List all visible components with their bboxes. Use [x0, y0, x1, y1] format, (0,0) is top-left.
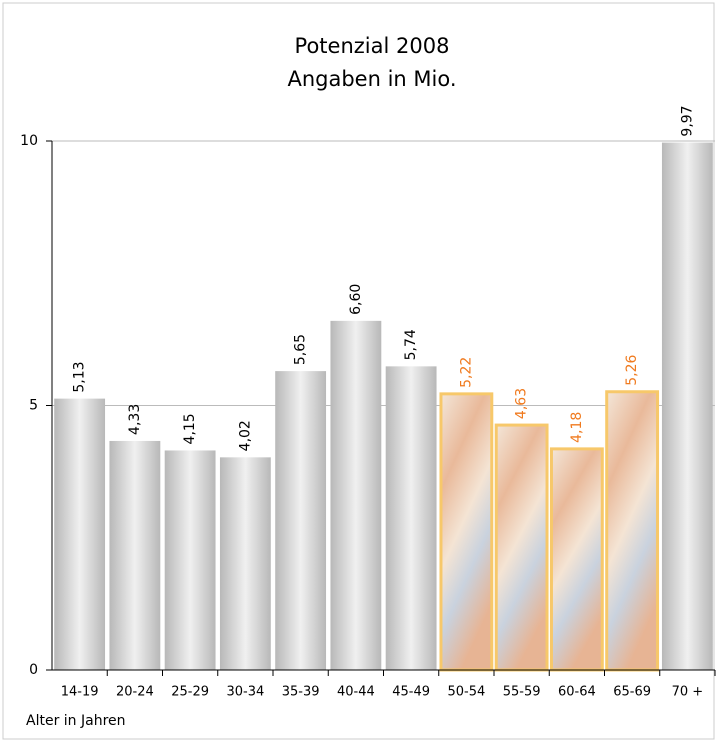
x-tick-label: 25-29: [171, 685, 209, 700]
value-label: 9,97: [679, 105, 695, 136]
x-tick-label: 55-59: [503, 685, 541, 700]
bar: [54, 399, 105, 670]
y-tick-label: 5: [29, 398, 38, 414]
bar: [441, 394, 492, 670]
x-tick-label: 40-44: [337, 685, 375, 700]
x-tick-label: 70 +: [672, 685, 704, 700]
value-label: 4,18: [569, 412, 585, 443]
value-label: 5,65: [293, 334, 309, 365]
value-label: 4,63: [514, 388, 530, 419]
x-tick-label: 14-19: [61, 685, 99, 700]
x-tick-label: 60-64: [558, 685, 596, 700]
bar: [220, 457, 271, 670]
value-label: 5,13: [72, 361, 88, 392]
x-tick-label: 45-49: [392, 685, 430, 700]
bar: [109, 441, 160, 670]
value-label: 5,26: [624, 354, 640, 385]
bar: [496, 425, 547, 670]
x-tick-label: 50-54: [447, 685, 485, 700]
chart: Potenzial 2008 Angaben in Mio. Alter in …: [0, 0, 717, 742]
x-tick-label: 35-39: [282, 685, 320, 700]
x-tick-label: 65-69: [613, 685, 651, 700]
chart-subtitle: Angaben in Mio.: [287, 67, 456, 91]
bar: [275, 371, 326, 670]
x-axis-label: Alter in Jahren: [26, 713, 126, 729]
y-tick-label: 0: [29, 662, 38, 678]
chart-title: Potenzial 2008: [295, 34, 450, 58]
value-label: 6,60: [348, 284, 364, 315]
value-label: 4,15: [182, 413, 198, 444]
x-tick-label: 30-34: [226, 685, 264, 700]
bar: [662, 143, 713, 670]
bar: [607, 392, 658, 670]
bar: [165, 450, 216, 670]
value-label: 4,02: [237, 420, 253, 451]
bar: [330, 321, 381, 670]
bar: [551, 449, 602, 670]
value-label: 4,33: [127, 404, 143, 435]
value-label: 5,74: [403, 329, 419, 360]
value-label: 5,22: [458, 357, 474, 388]
bar: [386, 366, 437, 670]
y-tick-label: 10: [20, 133, 38, 149]
x-tick-label: 20-24: [116, 685, 154, 700]
